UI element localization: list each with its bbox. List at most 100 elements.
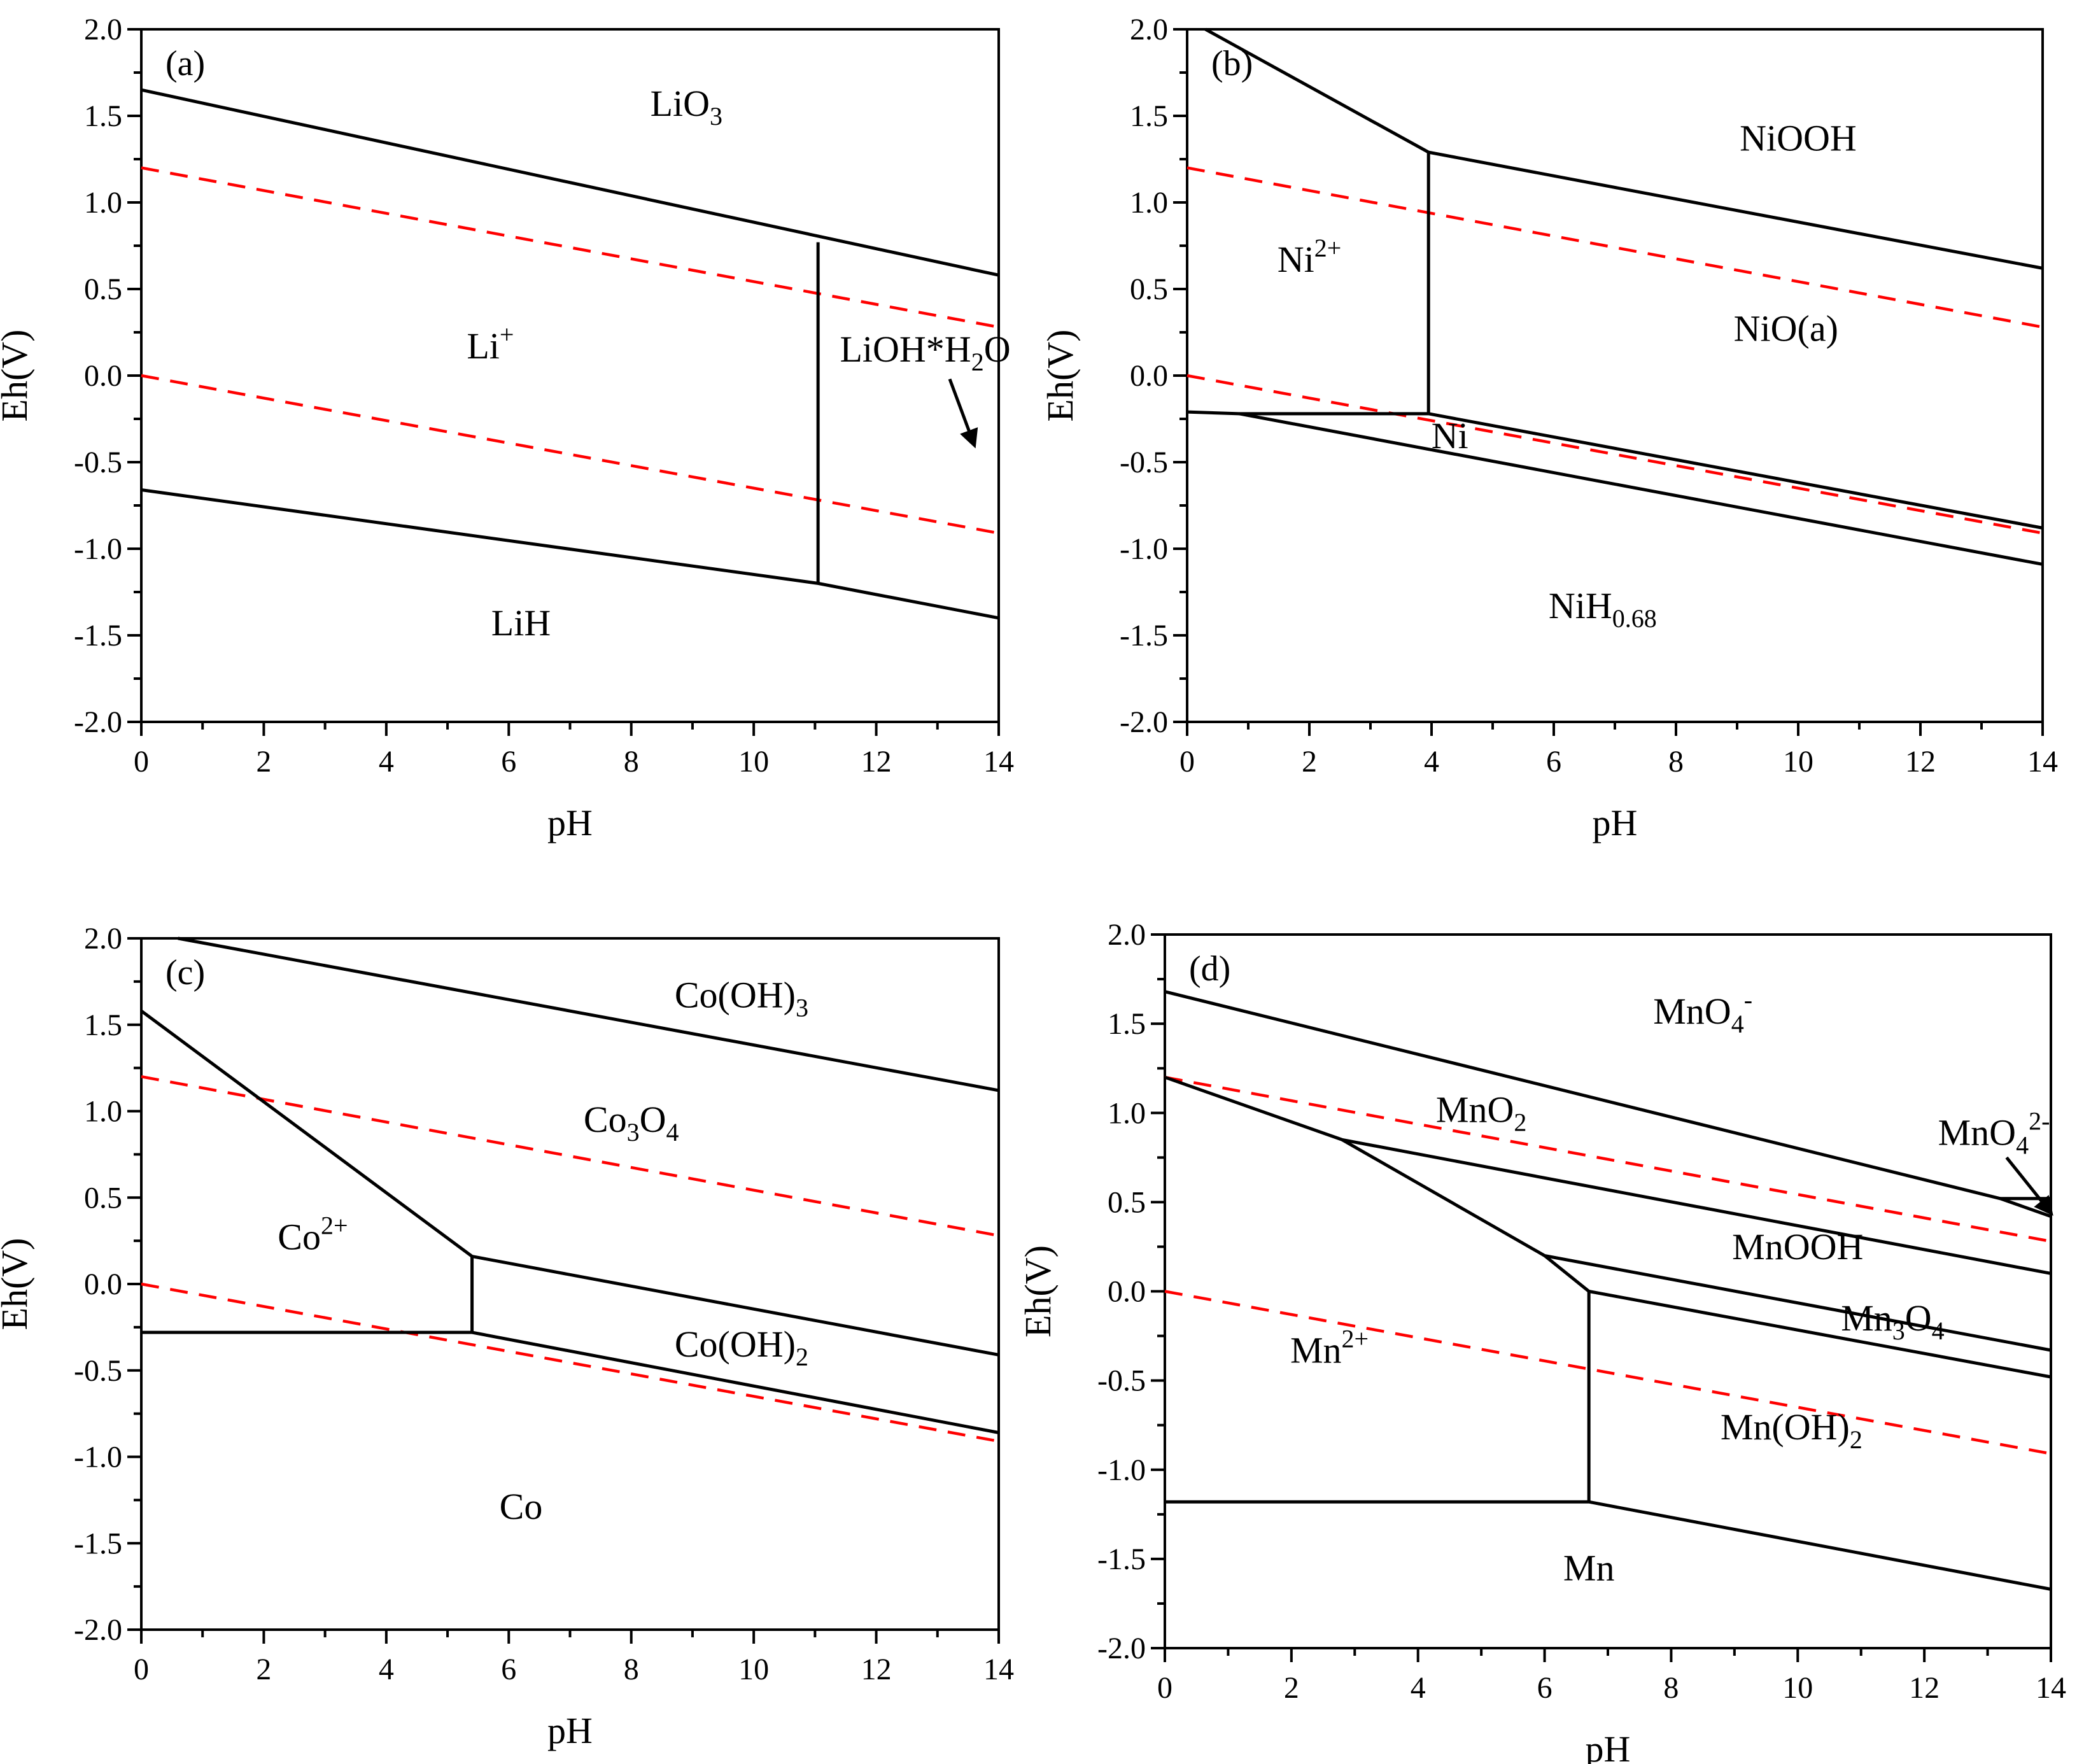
panel-b: 0 2 4 6 8 10 12 14 2.0 1.5 1.0 0.5 0.0 -0.5 -1.0 -1.5 -2… <box>1039 13 2058 843</box>
phase-region-label: LiO3 <box>651 83 722 131</box>
phase-region-label: Co(OH)3 <box>675 975 808 1022</box>
phase-region-label: Li+ <box>467 320 514 367</box>
y-tick-label: 1.5 <box>1108 1007 1146 1041</box>
x-tick-label: 2 <box>1302 745 1317 779</box>
x-tick-label: 6 <box>501 745 516 779</box>
y-axis-title: Eh(V) <box>0 330 35 422</box>
label-arrow <box>2005 1156 2053 1216</box>
x-tick-label: 8 <box>1663 1671 1679 1705</box>
phase-region-label: MnO4- <box>1653 985 1752 1038</box>
y-tick-label: 0.5 <box>1108 1185 1146 1219</box>
y-tick-label: 0.5 <box>84 272 122 306</box>
x-tick-label: 2 <box>1284 1671 1299 1705</box>
x-axis-title: pH <box>547 802 593 843</box>
phase-boundary <box>1428 412 2043 530</box>
y-tick-label: -0.5 <box>74 446 122 479</box>
y-tick-label: -1.5 <box>74 619 122 653</box>
y-tick-label: 1.0 <box>1130 186 1168 220</box>
y-tick-label: 1.0 <box>84 186 122 220</box>
y-tick-label: -1.5 <box>74 1527 122 1560</box>
y-tick-label: 2.0 <box>84 922 122 956</box>
y-tick-label: -1.0 <box>74 532 122 566</box>
x-tick-label: 6 <box>501 1653 516 1686</box>
x-tick-label: 6 <box>1546 745 1561 779</box>
phase-region-label: NiH0.68 <box>1549 585 1657 633</box>
x-tick-label: 6 <box>1537 1671 1552 1705</box>
y-tick-label: -0.5 <box>1097 1364 1146 1398</box>
y-axis-title: Eh(V) <box>1017 1245 1059 1337</box>
y-tick-label: -2.0 <box>1097 1632 1146 1665</box>
phase-region-label: Mn <box>1563 1548 1615 1589</box>
y-axis-title: Eh(V) <box>1039 330 1081 422</box>
x-tick-label: 10 <box>738 745 769 779</box>
water-stability-line <box>1164 1290 2052 1455</box>
panel-tag: (d) <box>1189 949 1230 989</box>
phase-region-label: LiH <box>491 602 551 644</box>
x-tick-label: 4 <box>1411 1671 1426 1705</box>
y-tick-label: 1.0 <box>84 1095 122 1129</box>
x-tick-label: 4 <box>1424 745 1439 779</box>
water-stability-line <box>1186 374 2043 535</box>
y-tick-label: -2.0 <box>74 1613 122 1647</box>
x-tick-label: 0 <box>1157 1671 1172 1705</box>
phase-region-label: Co3O4 <box>584 1099 679 1147</box>
x-tick-label: 14 <box>983 745 1014 779</box>
x-axis-title: pH <box>547 1710 593 1751</box>
phase-region-label: Mn3O4 <box>1841 1297 1944 1345</box>
y-tick-label: -1.0 <box>1097 1453 1146 1487</box>
panel-c: 0 2 4 6 8 10 12 14 2.0 1.5 1.0 0.5 0.0 -0.5 -1.0 -1.5 -2… <box>0 922 1014 1751</box>
x-tick-label: 14 <box>983 1653 1014 1686</box>
y-tick-label: 1.0 <box>1108 1096 1146 1130</box>
phase-boundary <box>140 1010 999 1357</box>
x-tick-label: 12 <box>1909 1671 1940 1705</box>
y-tick-label: 0.0 <box>84 1267 122 1301</box>
label-arrow <box>948 378 978 449</box>
x-tick-label: 10 <box>1782 1671 1813 1705</box>
panel-tag: (c) <box>165 953 205 992</box>
panel-tag: (b) <box>1211 44 1253 83</box>
phase-boundary <box>1544 1254 2052 1379</box>
phase-region-label: MnOOH <box>1732 1226 1863 1267</box>
panel-d: 0 2 4 6 8 10 12 14 2.0 1.5 1.0 0.5 0.0 -0.5 -1.0 -1.5 -2… <box>1017 918 2066 1764</box>
y-tick-label: 1.5 <box>1130 99 1168 133</box>
phase-boundary <box>1165 1500 2052 1591</box>
phase-region-label: Co(OH)2 <box>675 1323 808 1371</box>
x-tick-label: 14 <box>2036 1671 2066 1705</box>
phase-boundary <box>1204 27 2043 270</box>
water-stability-line <box>141 1075 999 1238</box>
x-axis-title: pH <box>1593 802 1638 843</box>
y-tick-label: 1.5 <box>84 1008 122 1042</box>
panel-tag: (a) <box>165 44 205 83</box>
y-tick-label: 0.5 <box>84 1181 122 1215</box>
phase-region-label: Co2+ <box>278 1211 348 1258</box>
phase-region-label: MnO42- <box>1938 1107 2050 1160</box>
phase-region-label: NiO(a) <box>1734 308 1838 349</box>
x-tick-label: 14 <box>2027 745 2058 779</box>
y-tick-label: 2.0 <box>1108 918 1146 952</box>
plot-frame <box>140 937 1000 1631</box>
y-tick-label: 2.0 <box>1130 13 1168 46</box>
x-tick-label: 2 <box>256 1653 271 1686</box>
phase-region-label: Ni <box>1432 415 1468 456</box>
y-tick-label: 0.0 <box>1130 359 1168 393</box>
x-tick-label: 10 <box>738 1653 769 1686</box>
x-tick-label: 8 <box>624 1653 639 1686</box>
phase-boundary <box>1239 412 2043 566</box>
x-tick-label: 10 <box>1783 745 1813 779</box>
phase-region-label: Mn(OH)2 <box>1721 1406 1862 1454</box>
phase-boundary <box>1164 1075 2052 1275</box>
plot-frame <box>140 28 1000 723</box>
x-tick-label: 4 <box>379 745 394 779</box>
phase-boundary <box>178 936 999 1092</box>
x-tick-label: 2 <box>256 745 271 779</box>
phase-boundary <box>141 88 999 277</box>
y-tick-label: -1.5 <box>1097 1542 1146 1576</box>
y-tick-label: 2.0 <box>84 13 122 46</box>
plot-frame <box>1164 933 2052 1649</box>
x-tick-label: 0 <box>134 1653 149 1686</box>
x-tick-label: 0 <box>1179 745 1195 779</box>
y-tick-label: -1.5 <box>1120 619 1168 653</box>
y-tick-label: -1.0 <box>74 1441 122 1474</box>
phase-region-label: NiOOH <box>1740 117 1857 159</box>
